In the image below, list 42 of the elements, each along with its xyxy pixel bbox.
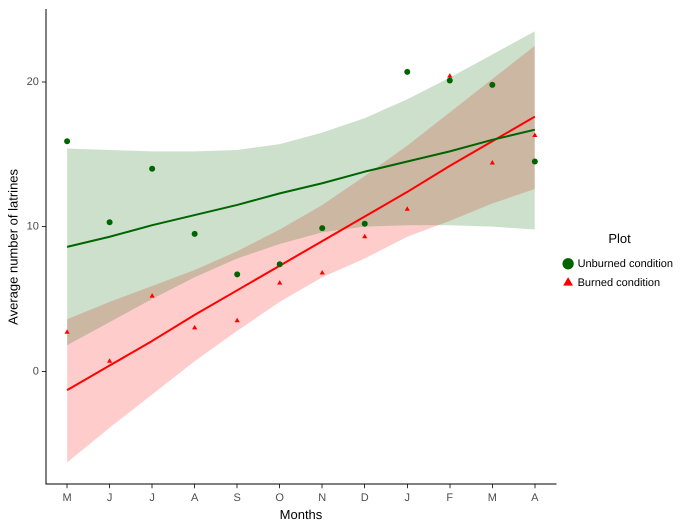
point — [64, 138, 70, 144]
y-tick-label: 0 — [32, 365, 39, 378]
point — [234, 271, 240, 278]
x-tick-label: J — [106, 492, 112, 504]
x-tick-label: S — [234, 492, 241, 504]
point — [404, 206, 410, 211]
point — [446, 78, 453, 84]
x-tick-label: O — [275, 492, 284, 504]
y-tick-label: 10 — [26, 220, 39, 233]
point — [319, 225, 326, 232]
x-tick-label: A — [190, 492, 199, 504]
point — [150, 293, 155, 298]
point — [277, 280, 282, 285]
point — [490, 160, 495, 164]
x-tick-label: J — [404, 492, 410, 504]
point — [447, 73, 452, 78]
x-tick-label: A — [531, 492, 540, 504]
point — [276, 261, 283, 268]
x-tick-label: M — [62, 492, 72, 504]
x-tick-label: F — [446, 492, 454, 504]
y-axis-title: Average number of latrines — [5, 168, 20, 325]
point — [362, 220, 368, 227]
x-tick-label: N — [318, 492, 326, 504]
point — [532, 158, 538, 165]
x-tick-label: M — [488, 492, 497, 504]
point — [362, 234, 368, 238]
point — [489, 82, 496, 88]
point — [64, 329, 70, 334]
point — [320, 270, 325, 274]
point — [404, 68, 410, 75]
y-tick-label: 20 — [26, 76, 39, 88]
point — [106, 219, 113, 226]
point — [192, 230, 198, 237]
point — [192, 324, 198, 330]
x-axis-title: Months — [280, 506, 323, 522]
legend-label: Burned condition — [578, 276, 660, 289]
x-tick-label: D — [360, 492, 369, 504]
legend-label: Unburned condition — [578, 258, 674, 270]
legend-title: Plot — [608, 230, 632, 246]
point — [149, 166, 156, 172]
point — [532, 132, 538, 137]
x-tick-label: J — [149, 492, 155, 504]
